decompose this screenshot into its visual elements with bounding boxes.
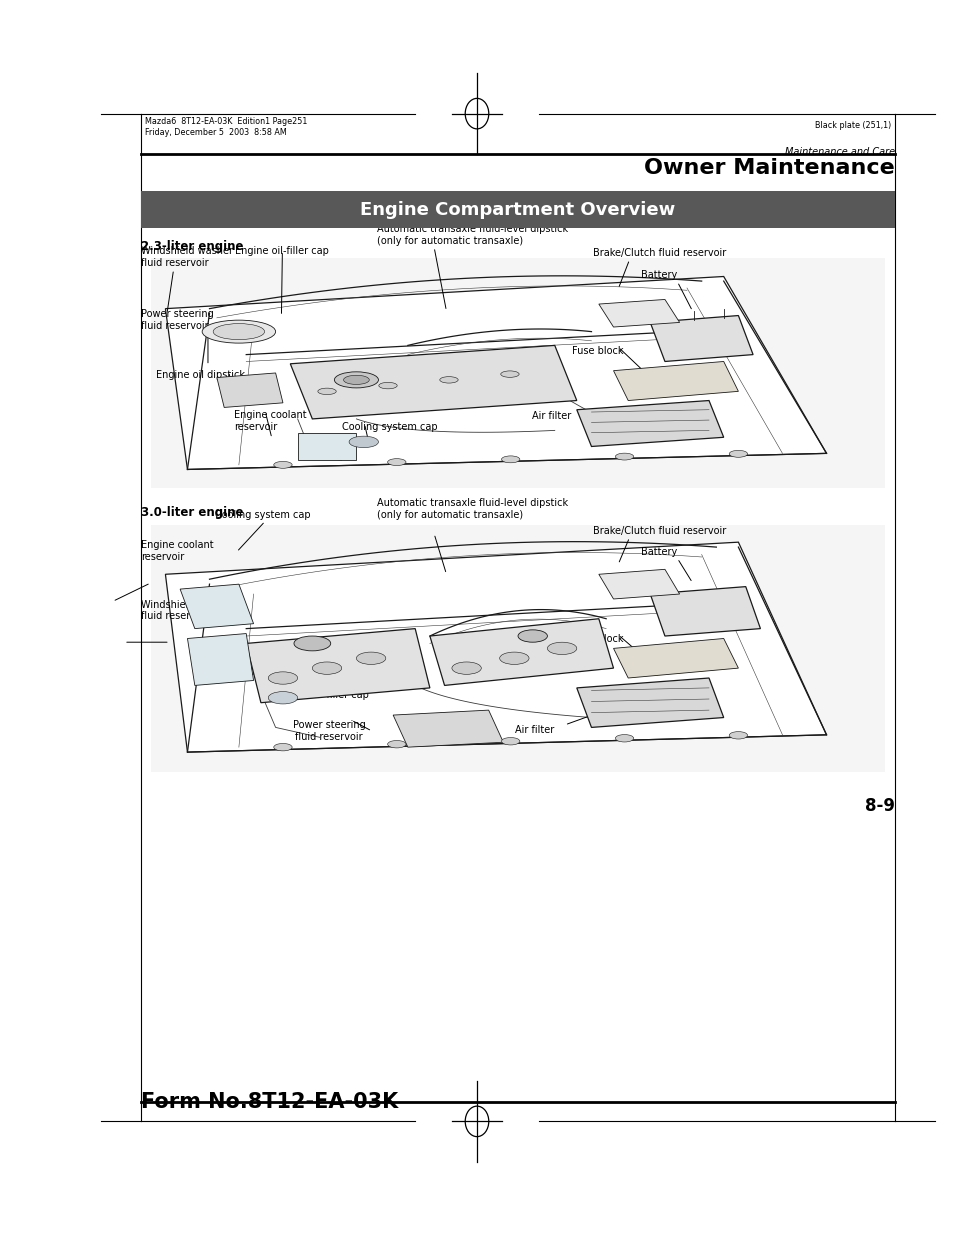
Ellipse shape [387, 458, 406, 466]
Text: Brake/Clutch fluid reservoir: Brake/Clutch fluid reservoir [593, 526, 726, 536]
Bar [297, 432, 356, 461]
Ellipse shape [349, 436, 378, 447]
Text: Fuse block: Fuse block [572, 634, 623, 643]
Polygon shape [180, 584, 253, 629]
Ellipse shape [274, 462, 292, 468]
Text: Form No.8T12-EA-03K: Form No.8T12-EA-03K [141, 1092, 398, 1112]
Bar [141, 191, 894, 228]
Text: Engine coolant
reservoir: Engine coolant reservoir [141, 541, 213, 562]
Text: 8-9: 8-9 [864, 797, 894, 815]
Text: Mazda6  8T12-EA-03K  Edition1 Page251: Mazda6 8T12-EA-03K Edition1 Page251 [145, 117, 307, 126]
Ellipse shape [378, 383, 396, 389]
Ellipse shape [387, 741, 406, 748]
Polygon shape [246, 629, 430, 703]
Ellipse shape [728, 451, 747, 457]
Text: Engine oil dipstick: Engine oil dipstick [155, 370, 244, 380]
Polygon shape [393, 710, 503, 747]
Ellipse shape [268, 672, 297, 684]
Polygon shape [165, 277, 825, 469]
Ellipse shape [615, 453, 633, 459]
Text: Battery: Battery [640, 547, 677, 557]
Bar [151, 525, 884, 772]
Text: Engine oil-filler cap: Engine oil-filler cap [235, 246, 329, 256]
Ellipse shape [213, 324, 264, 340]
Polygon shape [290, 346, 577, 419]
Polygon shape [216, 373, 283, 408]
Text: Fuse block: Fuse block [572, 346, 623, 356]
Text: Engine oil dipstick: Engine oil dipstick [205, 666, 294, 676]
Polygon shape [187, 634, 253, 685]
Text: Maintenance and Care: Maintenance and Care [784, 147, 894, 157]
Ellipse shape [317, 388, 335, 394]
Ellipse shape [356, 652, 385, 664]
Text: Engine coolant
reservoir: Engine coolant reservoir [233, 410, 306, 431]
Ellipse shape [274, 743, 292, 751]
Ellipse shape [343, 375, 369, 384]
Polygon shape [577, 400, 723, 447]
Text: Engine Compartment Overview: Engine Compartment Overview [360, 201, 675, 219]
Polygon shape [598, 569, 679, 599]
Polygon shape [598, 299, 679, 327]
Text: Automatic transaxle fluid-level dipstick
(only for automatic transaxle): Automatic transaxle fluid-level dipstick… [376, 225, 567, 246]
Text: Battery: Battery [640, 270, 677, 280]
Text: Friday, December 5  2003  8:58 AM: Friday, December 5 2003 8:58 AM [145, 128, 287, 137]
Bar [151, 258, 884, 488]
Text: Black plate (251,1): Black plate (251,1) [814, 121, 890, 130]
Text: Power steering
fluid reservoir: Power steering fluid reservoir [293, 720, 365, 741]
Text: Windshield washer
fluid reservoir: Windshield washer fluid reservoir [141, 600, 233, 621]
Ellipse shape [728, 731, 747, 739]
Polygon shape [613, 638, 738, 678]
Text: Cooling system cap: Cooling system cap [214, 510, 310, 520]
Ellipse shape [615, 735, 633, 742]
Text: Engine oil-filler cap: Engine oil-filler cap [274, 690, 368, 700]
Text: Cooling system cap: Cooling system cap [341, 422, 436, 432]
Text: Air filter: Air filter [515, 725, 554, 735]
Ellipse shape [499, 652, 529, 664]
Ellipse shape [334, 372, 378, 388]
Polygon shape [650, 587, 760, 636]
Ellipse shape [439, 377, 457, 383]
Text: 2.3-liter engine: 2.3-liter engine [141, 240, 243, 253]
Polygon shape [430, 619, 613, 685]
Ellipse shape [312, 662, 341, 674]
Text: Air filter: Air filter [532, 411, 571, 421]
Ellipse shape [294, 636, 331, 651]
Ellipse shape [517, 630, 547, 642]
Text: Owner Maintenance: Owner Maintenance [643, 158, 894, 178]
Ellipse shape [500, 370, 518, 378]
Ellipse shape [202, 320, 275, 343]
Text: Brake/Clutch fluid reservoir: Brake/Clutch fluid reservoir [593, 248, 726, 258]
Text: 3.0-liter engine: 3.0-liter engine [141, 506, 243, 520]
Ellipse shape [501, 737, 519, 745]
Polygon shape [613, 362, 738, 400]
Text: Windshield washer
fluid reservoir: Windshield washer fluid reservoir [141, 247, 233, 268]
Polygon shape [577, 678, 723, 727]
Ellipse shape [547, 642, 577, 655]
Polygon shape [650, 315, 752, 362]
Text: Power steering
fluid reservoir: Power steering fluid reservoir [141, 310, 213, 331]
Polygon shape [165, 542, 825, 752]
Ellipse shape [501, 456, 519, 463]
Text: Automatic transaxle fluid-level dipstick
(only for automatic transaxle): Automatic transaxle fluid-level dipstick… [376, 499, 567, 520]
Ellipse shape [452, 662, 480, 674]
Ellipse shape [268, 692, 297, 704]
